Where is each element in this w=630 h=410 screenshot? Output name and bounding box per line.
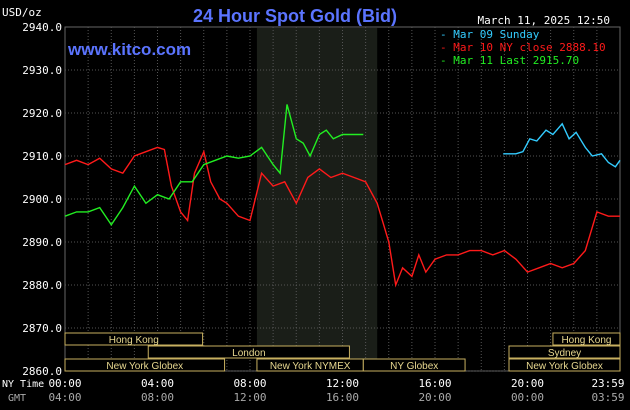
- y-tick-labels: 2940.0 2930.0 2920.0 2910.0 2900.0 2890.0 2880…: [22, 21, 62, 378]
- x-axis-gmt-label: GMT: [8, 393, 26, 404]
- y-axis-label: USD/oz: [2, 6, 42, 19]
- x-tick-ny: 20:00: [511, 377, 544, 390]
- y-tick-label: 2860.0: [22, 365, 62, 378]
- session-box: [508, 345, 621, 359]
- x-tick-gmt: 16:00: [326, 391, 359, 404]
- y-tick-label: 2900.0: [22, 193, 62, 206]
- x-tick-labels: 00:0004:0004:0008:0008:0012:0012:0016:00…: [48, 377, 624, 404]
- chart-date: March 11, 2025 12:50: [478, 14, 610, 27]
- y-tick-label: 2930.0: [22, 64, 62, 77]
- y-tick-label: 2870.0: [22, 322, 62, 335]
- session-box: [508, 358, 621, 372]
- legend-entry: - Mar 11 Last 2915.70: [440, 54, 579, 67]
- session-label: New York NYMEX: [270, 361, 351, 372]
- grid-lines: [65, 27, 620, 372]
- session-box: [64, 358, 226, 372]
- series-line: [64, 146, 620, 288]
- session-box: [362, 358, 466, 372]
- x-tick-ny: 16:00: [418, 377, 451, 390]
- session-box: [147, 345, 350, 359]
- legend: - Mar 09 Sunday- Mar 10 NY close 2888.10…: [440, 28, 606, 67]
- session-label: London: [232, 348, 265, 359]
- x-tick-gmt: 04:00: [48, 391, 81, 404]
- session-box: [552, 332, 621, 346]
- series-line: [503, 122, 621, 168]
- y-tick-label: 2910.0: [22, 150, 62, 163]
- legend-entry: - Mar 09 Sunday: [440, 28, 540, 41]
- y-tick-label: 2920.0: [22, 107, 62, 120]
- x-tick-ny: 08:00: [233, 377, 266, 390]
- x-tick-gmt: 12:00: [233, 391, 266, 404]
- session-box: [64, 332, 204, 346]
- chart-title: 24 Hour Spot Gold (Bid): [193, 6, 397, 26]
- x-tick-ny: 12:00: [326, 377, 359, 390]
- legend-entry: - Mar 10 NY close 2888.10: [440, 41, 606, 54]
- x-tick-ny: 04:00: [141, 377, 174, 390]
- x-tick-gmt: 03:59: [591, 391, 624, 404]
- x-tick-gmt: 00:00: [511, 391, 544, 404]
- x-tick-ny: 00:00: [48, 377, 81, 390]
- series-line: [64, 104, 364, 227]
- session-label: Hong Kong: [561, 335, 611, 346]
- x-tick-gmt: 20:00: [418, 391, 451, 404]
- session-label: NY Globex: [390, 361, 438, 372]
- session-label: Sydney: [548, 348, 581, 359]
- x-tick-gmt: 08:00: [141, 391, 174, 404]
- x-axis-ny-label: NY Time: [2, 379, 44, 390]
- session-label: New York Globex: [526, 361, 603, 372]
- y-tick-label: 2940.0: [22, 21, 62, 34]
- y-tick-label: 2890.0: [22, 236, 62, 249]
- session-label: New York Globex: [106, 361, 183, 372]
- session-label: Hong Kong: [109, 335, 159, 346]
- price-series: [64, 104, 621, 288]
- y-tick-label: 2880.0: [22, 279, 62, 292]
- site-url: www.kitco.com: [67, 40, 191, 59]
- trading-sessions: Hong Kong London New York Globex New York N…: [64, 332, 621, 372]
- x-tick-ny: 23:59: [591, 377, 624, 390]
